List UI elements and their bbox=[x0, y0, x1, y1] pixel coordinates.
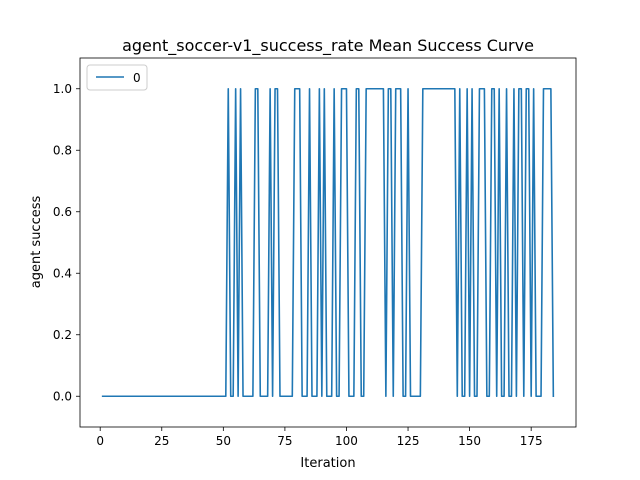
x-tick-label: 0 bbox=[96, 434, 104, 448]
x-axis-label: Iteration bbox=[300, 456, 355, 471]
y-axis-label: agent success bbox=[29, 196, 44, 289]
series-layer bbox=[101, 87, 555, 398]
x-tick-label: 50 bbox=[216, 434, 231, 448]
legend: 0 bbox=[86, 64, 148, 91]
x-axis: 0 25 50 75 100 125 150 175 bbox=[96, 427, 543, 448]
y-tick-label: 0.8 bbox=[53, 143, 72, 157]
y-tick-label: 0.0 bbox=[53, 389, 72, 403]
y-tick-label: 0.4 bbox=[53, 266, 72, 280]
y-tick-label: 0.6 bbox=[53, 205, 72, 219]
x-tick-label: 100 bbox=[335, 434, 358, 448]
plot-frame bbox=[79, 57, 577, 428]
series-line-0 bbox=[101, 87, 555, 398]
plot-area bbox=[79, 57, 577, 428]
x-tick-label: 175 bbox=[520, 434, 543, 448]
plot-background bbox=[80, 58, 576, 427]
x-tick-label: 125 bbox=[397, 434, 420, 448]
y-axis: 0.0 0.2 0.4 0.6 0.8 1.0 bbox=[53, 82, 80, 403]
y-tick-label: 1.0 bbox=[53, 82, 72, 96]
x-tick-label: 25 bbox=[154, 434, 169, 448]
x-tick-label: 150 bbox=[458, 434, 481, 448]
legend-entry-0: 0 bbox=[133, 71, 141, 85]
chart-title: agent_soccer-v1_success_rate Mean Succes… bbox=[122, 36, 534, 56]
y-tick-label: 0.2 bbox=[53, 328, 72, 342]
x-tick-label: 75 bbox=[277, 434, 292, 448]
